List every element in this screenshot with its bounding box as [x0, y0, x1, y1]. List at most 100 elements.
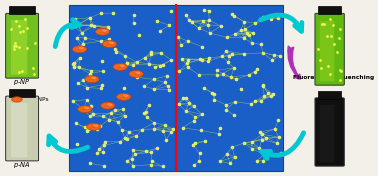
- Point: [232, 100, 238, 103]
- Point: [76, 66, 82, 69]
- Point: [105, 25, 111, 28]
- Point: [275, 17, 281, 20]
- Point: [229, 13, 235, 16]
- Point: [157, 29, 163, 32]
- Point: [180, 126, 186, 129]
- Point: [136, 33, 143, 36]
- FancyBboxPatch shape: [11, 103, 27, 157]
- Point: [184, 66, 191, 69]
- Point: [218, 25, 224, 27]
- Point: [130, 22, 136, 25]
- Point: [84, 98, 90, 101]
- Point: [260, 84, 266, 87]
- Point: [100, 115, 106, 118]
- Bar: [69, 5, 283, 171]
- Point: [160, 165, 166, 168]
- Point: [168, 10, 174, 12]
- Point: [116, 140, 122, 143]
- Point: [162, 124, 168, 127]
- Point: [88, 24, 94, 27]
- Point: [177, 69, 183, 72]
- Point: [259, 138, 265, 141]
- Point: [119, 66, 125, 68]
- Point: [199, 45, 205, 48]
- Point: [201, 87, 207, 89]
- Point: [249, 148, 255, 150]
- Point: [164, 74, 170, 77]
- Point: [91, 24, 98, 27]
- Point: [87, 162, 93, 165]
- Circle shape: [87, 123, 101, 130]
- Point: [191, 164, 197, 166]
- Point: [120, 108, 126, 110]
- Point: [270, 93, 276, 96]
- Point: [184, 62, 191, 64]
- Point: [231, 66, 237, 69]
- Text: Fluorescence quenching: Fluorescence quenching: [293, 75, 375, 80]
- Point: [80, 108, 86, 110]
- Point: [80, 42, 86, 45]
- Point: [122, 136, 128, 139]
- Point: [198, 129, 204, 132]
- Bar: [9, 89, 35, 97]
- Point: [168, 58, 174, 61]
- Point: [186, 19, 192, 21]
- Point: [77, 56, 83, 59]
- Point: [180, 97, 186, 99]
- Point: [121, 86, 127, 89]
- Point: [192, 115, 198, 118]
- Point: [124, 159, 130, 162]
- Point: [119, 128, 125, 131]
- Point: [189, 20, 195, 23]
- Point: [199, 113, 205, 116]
- Point: [257, 131, 263, 133]
- Point: [196, 160, 202, 162]
- Bar: [319, 6, 341, 14]
- Point: [254, 159, 260, 162]
- Point: [74, 23, 80, 26]
- Point: [252, 71, 258, 73]
- Point: [205, 60, 211, 63]
- Point: [211, 93, 217, 95]
- Point: [253, 22, 259, 24]
- Point: [191, 119, 197, 122]
- Point: [241, 52, 247, 55]
- Point: [105, 27, 111, 30]
- Point: [99, 84, 105, 86]
- Point: [220, 55, 226, 58]
- FancyBboxPatch shape: [6, 13, 39, 78]
- Point: [153, 19, 160, 22]
- Circle shape: [135, 72, 140, 74]
- Point: [170, 127, 176, 130]
- Point: [265, 92, 271, 95]
- Point: [100, 151, 106, 154]
- Point: [231, 155, 237, 158]
- Point: [244, 32, 250, 34]
- Point: [206, 56, 212, 59]
- Point: [152, 65, 158, 68]
- Point: [98, 87, 104, 90]
- Point: [224, 36, 230, 39]
- FancyBboxPatch shape: [320, 21, 334, 81]
- Point: [129, 158, 135, 161]
- Point: [246, 33, 253, 36]
- Point: [132, 152, 138, 155]
- Point: [183, 13, 189, 16]
- Circle shape: [73, 46, 87, 53]
- Point: [202, 140, 208, 143]
- Point: [143, 111, 149, 113]
- Point: [73, 122, 79, 124]
- Point: [220, 72, 226, 75]
- Point: [242, 28, 248, 31]
- Point: [82, 126, 88, 129]
- Point: [217, 126, 223, 129]
- Point: [101, 144, 107, 147]
- Circle shape: [84, 107, 89, 109]
- Point: [261, 95, 267, 98]
- Point: [223, 108, 229, 111]
- Point: [217, 160, 223, 163]
- Circle shape: [78, 106, 92, 113]
- Point: [199, 58, 205, 61]
- Point: [139, 128, 145, 131]
- Point: [87, 72, 93, 75]
